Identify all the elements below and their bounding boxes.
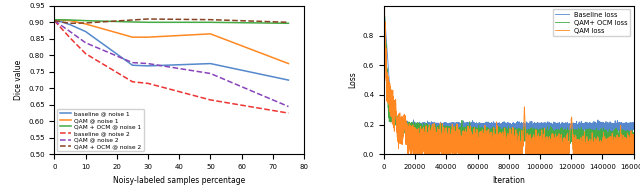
baseline @ noise 2 bbox=[82, 52, 90, 55]
QAM loss bbox=[579, 147, 587, 150]
QAM + OCM @ noise 2 bbox=[207, 19, 214, 21]
Line: QAM @ noise 2: QAM @ noise 2 bbox=[54, 21, 289, 107]
QAM + OCM @ noise 1 bbox=[144, 21, 152, 24]
Line: baseline @ noise 1: baseline @ noise 1 bbox=[54, 20, 289, 80]
Baseline loss bbox=[602, 128, 609, 130]
QAM+ OCM loss bbox=[620, 138, 627, 140]
QAM @ noise 1 bbox=[82, 23, 90, 25]
QAM @ noise 2 bbox=[51, 19, 58, 22]
Baseline loss bbox=[444, 126, 451, 128]
QAM @ noise 2 bbox=[129, 61, 136, 64]
QAM+ OCM loss bbox=[617, 146, 625, 148]
QAM + OCM @ noise 2 bbox=[82, 22, 90, 24]
Line: Baseline loss: Baseline loss bbox=[384, 6, 634, 134]
QAM + OCM @ noise 1 bbox=[129, 21, 136, 23]
QAM + OCM @ noise 1 bbox=[207, 21, 214, 24]
Line: QAM + OCM @ noise 1: QAM + OCM @ noise 1 bbox=[54, 20, 289, 23]
Baseline loss bbox=[579, 123, 587, 126]
QAM + OCM @ noise 2 bbox=[144, 18, 152, 20]
Line: QAM+ OCM loss: QAM+ OCM loss bbox=[384, 6, 634, 147]
QAM @ noise 2 bbox=[82, 42, 90, 44]
QAM+ OCM loss bbox=[630, 138, 637, 140]
QAM+ OCM loss bbox=[444, 136, 451, 139]
QAM+ OCM loss bbox=[602, 137, 609, 140]
QAM + OCM @ noise 1 bbox=[66, 19, 74, 21]
QAM + OCM @ noise 2 bbox=[285, 21, 292, 24]
Legend: Baseline loss, QAM+ OCM loss, QAM loss: Baseline loss, QAM+ OCM loss, QAM loss bbox=[553, 9, 630, 36]
baseline @ noise 2 bbox=[144, 82, 152, 85]
Baseline loss bbox=[620, 129, 627, 131]
QAM loss bbox=[444, 151, 451, 154]
QAM loss bbox=[620, 152, 627, 154]
Legend: baseline @ noise 1, QAM @ noise 1, QAM + OCM @ noise 1, baseline @ noise 2, QAM : baseline @ noise 1, QAM @ noise 1, QAM +… bbox=[58, 109, 144, 152]
QAM loss bbox=[405, 132, 413, 135]
QAM @ noise 1 bbox=[285, 62, 292, 65]
QAM @ noise 2 bbox=[285, 105, 292, 108]
QAM loss bbox=[404, 153, 412, 156]
baseline @ noise 1 bbox=[66, 24, 74, 26]
QAM+ OCM loss bbox=[585, 138, 593, 141]
baseline @ noise 1 bbox=[144, 65, 152, 67]
baseline @ noise 2 bbox=[207, 99, 214, 101]
baseline @ noise 1 bbox=[207, 62, 214, 65]
QAM loss bbox=[630, 136, 637, 138]
baseline @ noise 2 bbox=[66, 37, 74, 39]
QAM+ OCM loss bbox=[579, 133, 587, 135]
Y-axis label: Dice value: Dice value bbox=[14, 60, 24, 100]
X-axis label: Noisy-labeled samples percentage: Noisy-labeled samples percentage bbox=[113, 176, 245, 185]
baseline @ noise 2 bbox=[129, 81, 136, 83]
QAM @ noise 1 bbox=[66, 19, 74, 22]
Line: QAM loss: QAM loss bbox=[384, 6, 634, 154]
QAM @ noise 1 bbox=[129, 36, 136, 38]
QAM + OCM @ noise 1 bbox=[82, 19, 90, 22]
baseline @ noise 2 bbox=[285, 112, 292, 114]
QAM loss bbox=[602, 138, 609, 140]
QAM loss bbox=[585, 149, 593, 151]
Y-axis label: Loss: Loss bbox=[348, 72, 357, 88]
QAM+ OCM loss bbox=[405, 130, 413, 133]
Line: QAM + OCM @ noise 2: QAM + OCM @ noise 2 bbox=[54, 19, 289, 23]
baseline @ noise 1 bbox=[129, 64, 136, 66]
Baseline loss bbox=[380, 5, 388, 7]
QAM + OCM @ noise 2 bbox=[51, 19, 58, 22]
QAM+ OCM loss bbox=[380, 5, 388, 7]
Baseline loss bbox=[585, 126, 593, 128]
baseline @ noise 1 bbox=[82, 30, 90, 33]
baseline @ noise 1 bbox=[285, 79, 292, 81]
QAM + OCM @ noise 2 bbox=[129, 19, 136, 21]
QAM @ noise 2 bbox=[144, 62, 152, 65]
Line: baseline @ noise 2: baseline @ noise 2 bbox=[54, 21, 289, 113]
X-axis label: Iteration: Iteration bbox=[492, 176, 525, 185]
QAM @ noise 1 bbox=[51, 19, 58, 21]
baseline @ noise 2 bbox=[51, 19, 58, 22]
QAM @ noise 2 bbox=[66, 30, 74, 33]
QAM + OCM @ noise 1 bbox=[51, 19, 58, 21]
Baseline loss bbox=[429, 132, 436, 135]
QAM @ noise 2 bbox=[207, 72, 214, 75]
QAM + OCM @ noise 2 bbox=[66, 22, 74, 25]
Line: QAM @ noise 1: QAM @ noise 1 bbox=[54, 20, 289, 63]
QAM + OCM @ noise 1 bbox=[285, 22, 292, 25]
Baseline loss bbox=[630, 126, 637, 128]
QAM @ noise 1 bbox=[144, 36, 152, 38]
QAM @ noise 1 bbox=[207, 33, 214, 35]
Baseline loss bbox=[405, 128, 413, 130]
QAM loss bbox=[380, 5, 388, 7]
baseline @ noise 1 bbox=[51, 19, 58, 21]
